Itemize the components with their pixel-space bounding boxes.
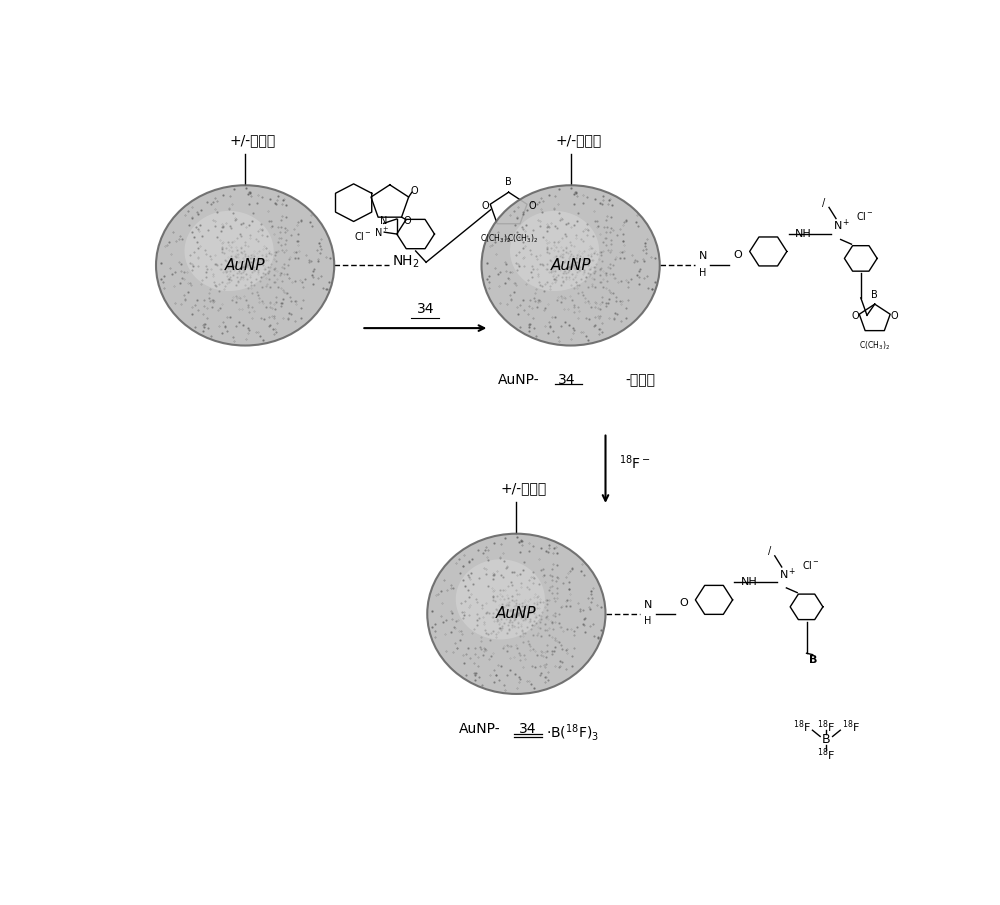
Text: N: N: [698, 252, 707, 262]
Text: $^{18}$F: $^{18}$F: [842, 719, 860, 735]
Text: AuNP-: AuNP-: [459, 722, 501, 736]
Text: B: B: [871, 290, 878, 300]
Text: 34: 34: [558, 374, 576, 387]
Circle shape: [510, 211, 599, 291]
Circle shape: [427, 534, 606, 694]
Text: H: H: [644, 616, 652, 626]
Text: O: O: [528, 201, 536, 211]
Text: Cl$^-$: Cl$^-$: [802, 559, 820, 571]
Text: B: B: [809, 655, 817, 665]
Text: N: N: [380, 215, 387, 225]
Text: NH: NH: [795, 229, 812, 239]
Text: -轭合物: -轭合物: [625, 374, 655, 387]
Text: N$^+$: N$^+$: [374, 225, 390, 239]
Text: O: O: [482, 201, 489, 211]
Text: C(CH$_3$)$_2$: C(CH$_3$)$_2$: [859, 339, 890, 352]
Text: +/-靶向剂: +/-靶向剂: [501, 481, 547, 495]
Text: 34: 34: [519, 722, 537, 736]
Text: +/-靶向剂: +/-靶向剂: [230, 133, 276, 147]
Text: Cl$^-$: Cl$^-$: [856, 211, 874, 223]
Text: $\cdot$B($^{18}$F)$_3$: $\cdot$B($^{18}$F)$_3$: [546, 722, 599, 743]
Text: /: /: [822, 197, 825, 207]
Text: 34: 34: [417, 301, 434, 316]
Text: NH: NH: [741, 577, 757, 587]
Text: O: O: [410, 186, 418, 196]
Text: B: B: [505, 177, 512, 187]
Circle shape: [456, 559, 545, 640]
Text: N: N: [644, 600, 653, 610]
Text: AuNP: AuNP: [550, 258, 591, 273]
Circle shape: [156, 186, 334, 346]
Text: Cl$^-$: Cl$^-$: [354, 230, 372, 242]
Text: O: O: [679, 598, 688, 608]
Text: N$^+$: N$^+$: [833, 218, 850, 233]
Text: C(CH$_3$)$_2$: C(CH$_3$)$_2$: [507, 233, 538, 244]
Text: +/-靶向剂: +/-靶向剂: [555, 133, 602, 147]
Text: B: B: [822, 733, 831, 746]
Text: $^{18}$F: $^{18}$F: [817, 747, 835, 763]
Text: $^{18}$F$^-$: $^{18}$F$^-$: [619, 452, 651, 472]
Text: O: O: [890, 310, 898, 321]
Text: AuNP: AuNP: [496, 606, 537, 622]
Text: $^{18}$F: $^{18}$F: [793, 719, 811, 735]
Circle shape: [482, 186, 660, 346]
Text: O: O: [733, 250, 742, 260]
Text: H: H: [698, 268, 706, 278]
Text: O: O: [851, 310, 859, 321]
Text: $\mathdefault{NH}_2$: $\mathdefault{NH}_2$: [392, 253, 420, 270]
Text: /: /: [768, 546, 771, 556]
Text: $^{18}$F: $^{18}$F: [817, 719, 835, 735]
Text: N$^+$: N$^+$: [779, 567, 796, 582]
Text: AuNP: AuNP: [225, 258, 265, 273]
Text: AuNP-: AuNP-: [498, 374, 540, 387]
Text: C(CH$_3$)$_2$: C(CH$_3$)$_2$: [480, 233, 511, 244]
Circle shape: [185, 211, 274, 291]
Text: O: O: [404, 215, 411, 225]
